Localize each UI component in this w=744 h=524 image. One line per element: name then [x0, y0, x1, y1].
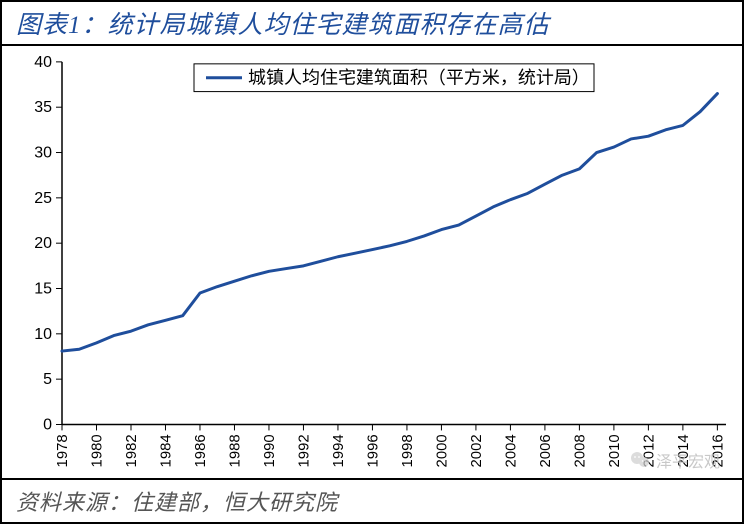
- svg-text:1978: 1978: [54, 434, 71, 467]
- svg-text:城镇人均住宅建筑面积（平方米，统计局）: 城镇人均住宅建筑面积（平方米，统计局）: [248, 68, 590, 88]
- svg-text:1992: 1992: [296, 434, 313, 467]
- chart-frame: 图表1：统计局城镇人均住宅建筑面积存在高估 0 5 10 15 20 25 30 35 40 19…: [0, 0, 744, 524]
- svg-text:35: 35: [34, 99, 52, 116]
- svg-text:2008: 2008: [572, 434, 589, 467]
- svg-text:30: 30: [34, 145, 52, 162]
- wechat-icon: [630, 450, 650, 470]
- svg-text:1982: 1982: [123, 434, 140, 467]
- svg-text:0: 0: [43, 416, 52, 433]
- svg-text:2004: 2004: [503, 434, 520, 467]
- svg-text:5: 5: [43, 371, 52, 388]
- line-chart-svg: 0 5 10 15 20 25 30 35 40 1978 1980 1982 1984 1986 1988…: [2, 48, 742, 476]
- svg-text:2002: 2002: [468, 434, 485, 467]
- svg-text:1990: 1990: [261, 434, 278, 467]
- svg-text:20: 20: [34, 235, 52, 252]
- chart-area: 0 5 10 15 20 25 30 35 40 1978 1980 1982 1984 1986 1988…: [2, 48, 742, 476]
- svg-text:1988: 1988: [227, 434, 244, 467]
- svg-text:1994: 1994: [330, 434, 347, 467]
- svg-text:2010: 2010: [606, 434, 623, 467]
- svg-text:1996: 1996: [365, 434, 382, 467]
- svg-text:25: 25: [34, 190, 52, 207]
- svg-text:40: 40: [34, 54, 52, 71]
- svg-text:1984: 1984: [158, 434, 175, 467]
- svg-text:10: 10: [34, 326, 52, 343]
- svg-text:2006: 2006: [537, 434, 554, 467]
- svg-text:1998: 1998: [399, 434, 416, 467]
- chart-title: 图表1：统计局城镇人均住宅建筑面积存在高估: [2, 2, 742, 46]
- svg-text:1980: 1980: [89, 434, 106, 467]
- watermark-text: 泽平宏观: [656, 448, 720, 472]
- svg-text:1986: 1986: [192, 434, 209, 467]
- source-citation: 资料来源：住建部，恒大研究院: [2, 478, 742, 522]
- watermark: 泽平宏观: [630, 448, 720, 472]
- svg-text:2000: 2000: [434, 434, 451, 467]
- svg-text:15: 15: [34, 281, 52, 298]
